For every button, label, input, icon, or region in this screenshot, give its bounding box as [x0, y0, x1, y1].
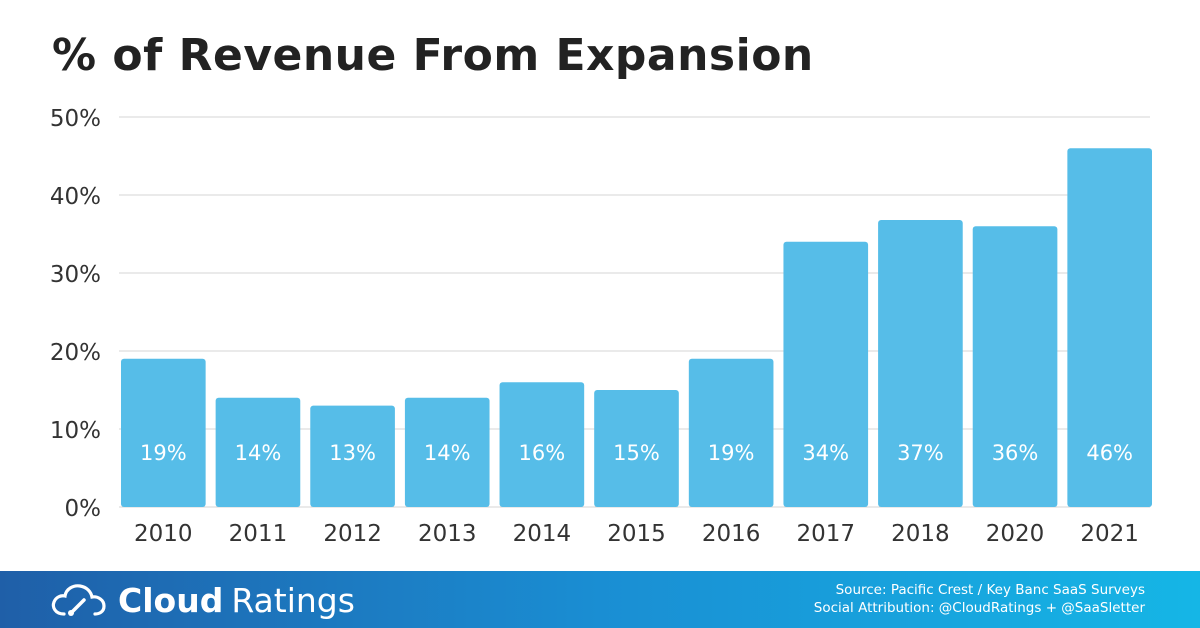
x-tick-label: 2018: [891, 521, 950, 547]
x-tick-label: 2020: [986, 521, 1045, 547]
x-tick-label: 2021: [1080, 521, 1139, 547]
x-tick-label: 2012: [323, 521, 382, 547]
y-tick-label: 30%: [50, 262, 101, 288]
bar: [404, 397, 490, 507]
bar-chart: 0% 10% 20% 30% 40% 50% 19% 2010 14% 2011 13% 2012 14…: [50, 106, 1152, 547]
bar: [121, 358, 206, 507]
y-tick-label: 10%: [50, 418, 101, 444]
bar-data-label: 19%: [708, 441, 755, 465]
social-attribution-line: Social Attribution: @CloudRatings + @Saa…: [813, 600, 1145, 616]
x-tick-label: 2014: [513, 521, 572, 547]
bar-data-label: 34%: [802, 441, 849, 465]
bar-data-label: 36%: [992, 441, 1039, 465]
x-tick-label: 2011: [229, 521, 288, 547]
chart-title: % of Revenue From Expansion: [52, 30, 814, 81]
bar-data-label: 16%: [519, 441, 566, 465]
brand-logo: Cloud Ratings: [50, 580, 355, 620]
brand-name-bold: Cloud: [118, 580, 224, 620]
bar: [1067, 148, 1152, 507]
bar: [972, 226, 1058, 507]
x-tick-label: 2013: [418, 521, 477, 547]
bar-data-label: 14%: [235, 441, 282, 465]
brand-name-light: Ratings: [231, 580, 355, 620]
bar: [878, 219, 963, 507]
bar-data-label: 13%: [329, 441, 376, 465]
y-tick-label: 50%: [50, 106, 101, 132]
bar: [688, 358, 774, 507]
bar: [310, 405, 395, 507]
source-attribution: Source: Pacific Crest / Key Banc SaaS Su…: [814, 581, 1145, 617]
x-tick-label: 2015: [607, 521, 666, 547]
bar: [783, 241, 869, 508]
bar-data-label: 37%: [897, 441, 944, 465]
source-line: Source: Pacific Crest / Key Banc SaaS Su…: [835, 582, 1145, 598]
bar: [215, 397, 301, 507]
bar-data-label: 46%: [1086, 441, 1133, 465]
bar: [594, 390, 679, 507]
bar: [499, 382, 585, 507]
x-tick-label: 2016: [702, 521, 761, 547]
x-tick-label: 2017: [796, 521, 855, 547]
bar-data-label: 14%: [424, 441, 471, 465]
x-tick-label: 2010: [134, 521, 193, 547]
bar-data-label: 15%: [613, 441, 660, 465]
y-tick-label: 20%: [50, 340, 101, 366]
y-tick-label: 0%: [65, 496, 102, 522]
footer-banner: Cloud Ratings Source: Pacific Crest / Ke…: [0, 571, 1200, 628]
bar-data-label: 19%: [140, 441, 187, 465]
y-tick-label: 40%: [50, 184, 101, 210]
cloud-gauge-icon: [51, 584, 106, 616]
